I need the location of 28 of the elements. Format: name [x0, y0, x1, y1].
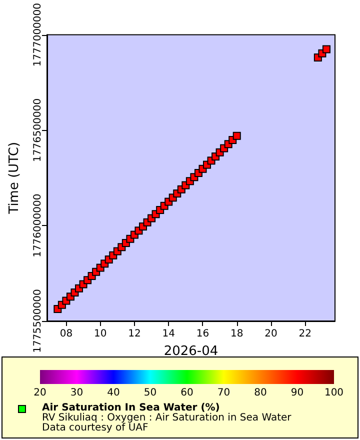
- y-tick-label: 1775500000: [32, 289, 44, 353]
- x-axis-title: 2026-04: [164, 344, 218, 359]
- text: Data courtesy of UAF: [42, 422, 148, 434]
- color-bar-label: 30: [70, 388, 84, 398]
- x-tick-label: 10: [94, 328, 107, 340]
- color-bar-title: Air Saturation In Sea Water (%): [42, 402, 220, 414]
- point: [232, 132, 241, 140]
- color-bar-label: 50: [144, 388, 157, 398]
- y-tick-label: 1776000000: [32, 194, 44, 258]
- text: RV Sikuliaq : Oxygen : Air Saturation in Sea Water: [42, 412, 292, 424]
- color-bar-label: 20: [34, 388, 46, 398]
- color-bar-label: 90: [290, 388, 304, 398]
- y-tick-label: 1777000000: [32, 3, 44, 67]
- color-bar-label: 70: [217, 388, 230, 398]
- x-tick-label: 18: [230, 328, 244, 340]
- x-tick-label: 14: [162, 328, 175, 340]
- x-tick-label: 22: [298, 328, 312, 340]
- x-tick-label: 16: [196, 328, 210, 340]
- color-bar-label: 60: [180, 388, 194, 398]
- x-tick-label: 12: [128, 328, 141, 340]
- color-bar-label: 40: [107, 388, 120, 398]
- color-bar-label: 80: [254, 388, 267, 398]
- y-tick-label: 1776500000: [32, 98, 44, 162]
- y-axis-title: Time (UTC): [7, 142, 22, 215]
- color-bar-label: 100: [324, 388, 344, 398]
- x-tick-label: 20: [264, 328, 278, 340]
- x-tick-label: 08: [60, 328, 73, 340]
- point: [322, 45, 330, 54]
